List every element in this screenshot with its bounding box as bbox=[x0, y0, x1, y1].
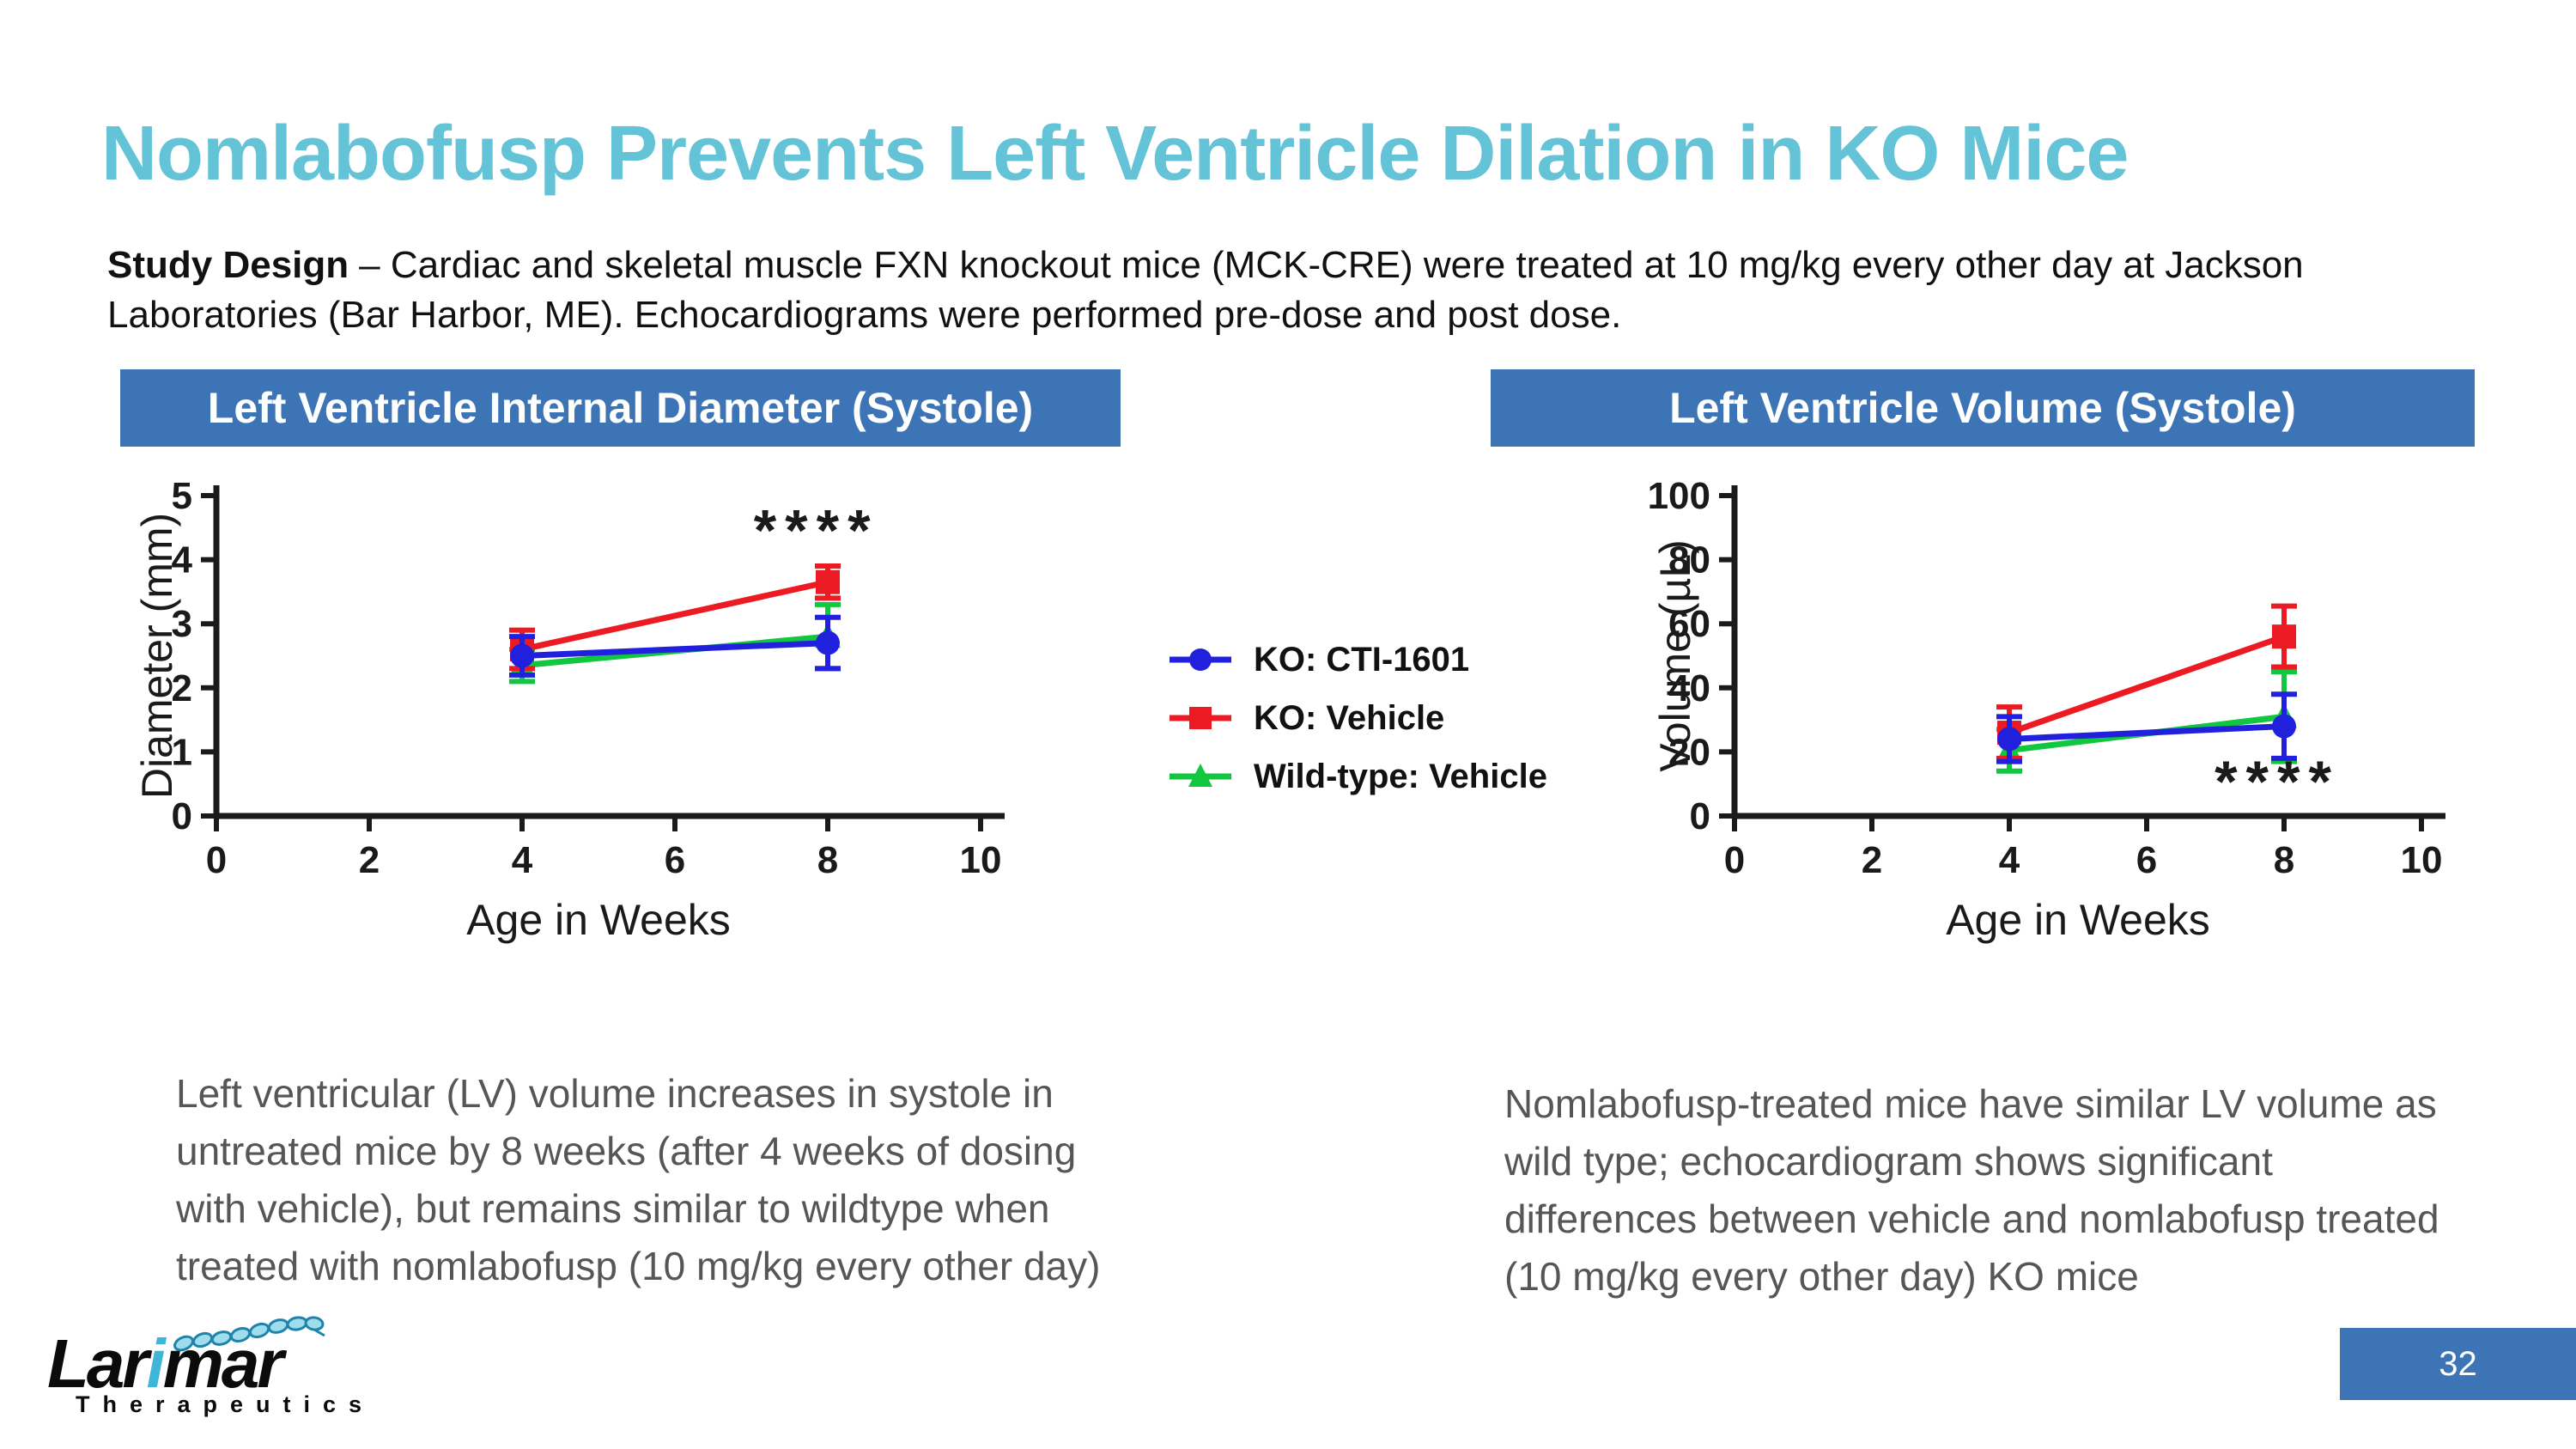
svg-text:0: 0 bbox=[172, 795, 192, 837]
right-panel-header: Left Ventricle Volume (Systole) bbox=[1669, 384, 2296, 432]
legend-item-wild-type-vehicle: Wild-type: Vehicle bbox=[1166, 747, 1547, 806]
study-design-text: Study Design – Cardiac and skeletal muscl… bbox=[107, 240, 2477, 340]
logo-word-part1: Lar bbox=[47, 1325, 149, 1402]
svg-text:80: 80 bbox=[1668, 539, 1710, 581]
svg-text:2: 2 bbox=[359, 839, 380, 881]
svg-text:4: 4 bbox=[172, 539, 193, 581]
svg-text:4: 4 bbox=[512, 839, 533, 881]
svg-text:8: 8 bbox=[2274, 839, 2294, 881]
svg-text:0: 0 bbox=[206, 839, 227, 881]
svg-text:Age in Weeks: Age in Weeks bbox=[466, 896, 731, 944]
svg-text:3: 3 bbox=[172, 603, 192, 645]
svg-text:1: 1 bbox=[172, 731, 192, 773]
svg-text:Diameter (mm): Diameter (mm) bbox=[133, 513, 181, 799]
slide-title: Nomlabofusp Prevents Left Ventricle Dila… bbox=[101, 111, 2129, 197]
svg-text:100: 100 bbox=[1648, 475, 1710, 517]
svg-text:4: 4 bbox=[1999, 839, 2020, 881]
left-panel-header-banner: Left Ventricle Internal Diameter (Systol… bbox=[120, 369, 1121, 447]
circle-marker-icon bbox=[1170, 648, 1231, 671]
study-design-label: Study Design bbox=[107, 244, 349, 286]
page-number-badge: 32 bbox=[2340, 1328, 2576, 1400]
study-design-line2: Laboratories (Bar Harbor, ME). Echocardi… bbox=[107, 294, 1622, 336]
right-panel-header-banner: Left Ventricle Volume (Systole) bbox=[1491, 369, 2475, 447]
svg-text:5: 5 bbox=[172, 475, 192, 517]
logo-tagline: Therapeutics bbox=[76, 1391, 375, 1417]
svg-text:6: 6 bbox=[665, 839, 685, 881]
legend-item-ko-cti-1601: KO: CTI-1601 bbox=[1166, 630, 1547, 689]
square-marker-icon bbox=[1170, 707, 1231, 729]
page-number: 32 bbox=[2439, 1344, 2477, 1383]
legend-item-label: Wild-type: Vehicle bbox=[1254, 757, 1547, 795]
study-design-line1: Study Design – Cardiac and skeletal muscl… bbox=[107, 240, 2477, 290]
svg-text:60: 60 bbox=[1668, 603, 1710, 645]
svg-text:40: 40 bbox=[1668, 667, 1710, 709]
svg-text:8: 8 bbox=[817, 839, 838, 881]
svg-text:0: 0 bbox=[1690, 795, 1710, 837]
logo-word-part2: mar bbox=[162, 1325, 284, 1402]
svg-text:****: **** bbox=[2215, 749, 2340, 814]
left-panel-header: Left Ventricle Internal Diameter (Systol… bbox=[207, 384, 1034, 432]
logo-wordmark: Larimar bbox=[47, 1324, 284, 1403]
svg-text:2: 2 bbox=[1862, 839, 1882, 881]
triangle-marker-icon bbox=[1170, 764, 1231, 787]
svg-text:2: 2 bbox=[172, 667, 192, 709]
svg-text:****: **** bbox=[754, 497, 879, 563]
svg-text:6: 6 bbox=[2136, 839, 2157, 881]
chart-legend: KO: CTI-1601 KO: Vehicle Wild-type: Vehicl… bbox=[1166, 630, 1547, 806]
svg-text:10: 10 bbox=[960, 839, 1002, 881]
svg-text:10: 10 bbox=[2401, 839, 2443, 881]
logo-word-accent: i bbox=[146, 1325, 166, 1402]
logo-helix-icon bbox=[173, 1316, 325, 1352]
study-design-line1-rest: – Cardiac and skeletal muscle FXN knocko… bbox=[359, 244, 2304, 286]
svg-text:Volume (µL): Volume (µL) bbox=[1651, 539, 1699, 772]
legend-item-label: KO: CTI-1601 bbox=[1254, 640, 1470, 679]
legend-item-label: KO: Vehicle bbox=[1254, 698, 1445, 737]
left-panel-caption: Left ventricular (LV) volume increases i… bbox=[176, 1071, 1101, 1288]
right-panel-caption: Nomlabofusp-treated mice have similar LV… bbox=[1504, 1081, 2439, 1299]
left-diameter-chart: 0 2 4 6 8 10 0 1 2 3 4 5 Age in Weeks Diameter (mm) **… bbox=[133, 475, 1005, 944]
svg-text:0: 0 bbox=[1724, 839, 1745, 881]
svg-text:20: 20 bbox=[1668, 731, 1710, 773]
svg-text:Age in Weeks: Age in Weeks bbox=[1946, 896, 2210, 944]
legend-item-ko-vehicle: KO: Vehicle bbox=[1166, 689, 1547, 747]
